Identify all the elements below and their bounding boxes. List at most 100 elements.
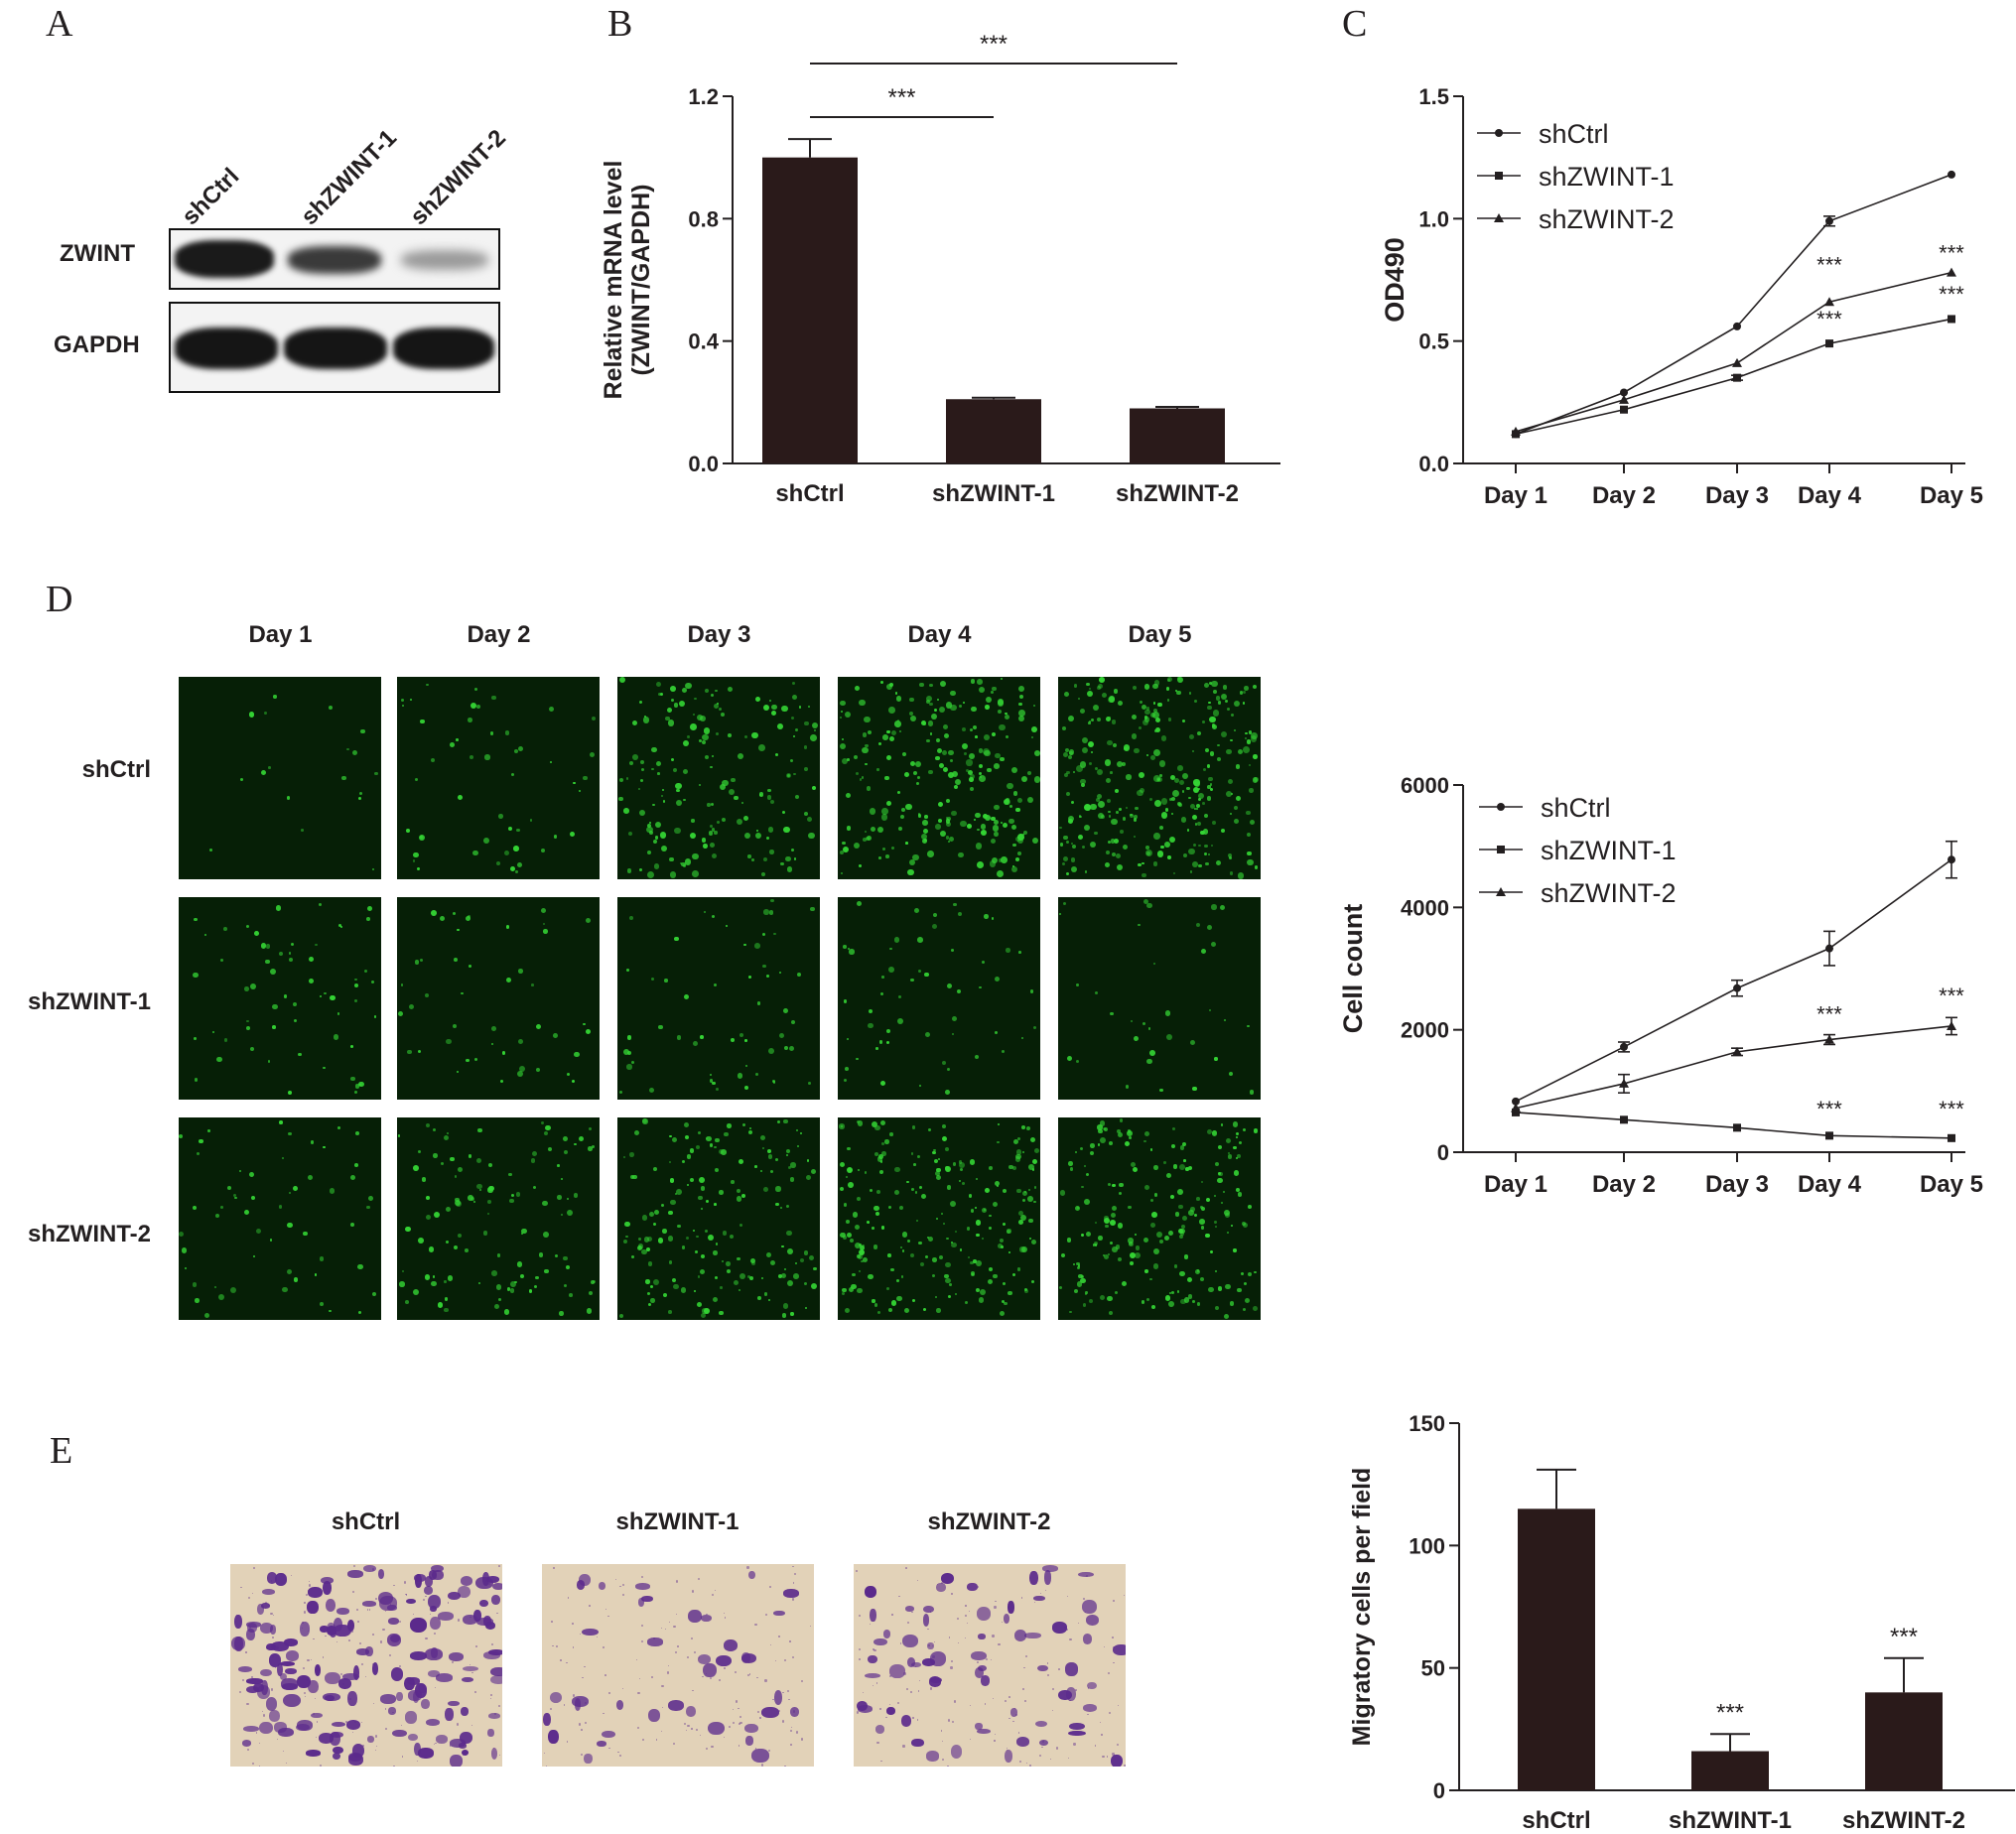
fluorescent-cell — [1202, 720, 1206, 723]
fluorescent-cell — [843, 998, 848, 1003]
fluorescent-cell — [574, 1052, 580, 1058]
fluorescent-cell — [557, 1164, 560, 1167]
fluorescent-cell — [671, 1137, 677, 1143]
fluorescent-cell — [875, 1047, 878, 1050]
fluorescent-cell — [566, 1210, 573, 1216]
fluorescent-cell — [1033, 1186, 1036, 1189]
fluorescent-cell — [505, 925, 510, 929]
fluorescent-cell — [696, 1235, 699, 1239]
fluorescent-cell — [840, 700, 846, 707]
membrane-pore — [660, 1730, 662, 1733]
fluorescent-cell — [1204, 844, 1208, 849]
fluorescent-cell — [992, 825, 1000, 832]
y-axis-label: OD490 — [1380, 237, 1410, 323]
fluorescent-cell — [660, 845, 668, 852]
fluorescent-cell — [839, 1186, 845, 1191]
protein-label-gapdh: GAPDH — [54, 331, 140, 358]
x-tick-label: shZWINT-2 — [1116, 480, 1239, 507]
fluorescent-cell — [456, 1200, 463, 1207]
membrane-pore — [433, 1743, 435, 1745]
fluorescent-cell — [365, 1205, 370, 1210]
fluorescent-cell — [737, 1256, 740, 1261]
fluorescent-cell — [269, 1239, 273, 1242]
fluorescent-cell — [1033, 1147, 1040, 1154]
membrane-pore — [1052, 1687, 1055, 1690]
migrated-cell — [1065, 1687, 1077, 1702]
fluorescent-cell — [1034, 749, 1040, 757]
membrane-pore — [246, 1702, 249, 1706]
fluorescent-cell — [692, 852, 699, 860]
fluorescent-cell — [293, 1001, 298, 1006]
fluorescent-cell — [1104, 759, 1112, 767]
migrated-cell — [307, 1600, 319, 1614]
fluorescent-cell — [477, 1127, 482, 1133]
fluorescent-cell — [1188, 1165, 1193, 1170]
fluorescent-cell — [650, 1298, 655, 1303]
fluorescent-cell — [811, 1282, 817, 1289]
migrated-cell — [1112, 1644, 1126, 1656]
membrane-pore — [880, 1760, 882, 1762]
migrated-cell — [483, 1615, 491, 1627]
membrane-pore — [619, 1585, 621, 1588]
data-point-circle — [1620, 388, 1628, 397]
fluorescent-cell — [845, 1067, 850, 1071]
fluorescent-cell — [769, 799, 774, 804]
fluorescent-cell — [478, 1188, 482, 1192]
fluorescent-cell — [541, 907, 547, 913]
fluorescent-cell — [1220, 730, 1228, 738]
fluorescent-cell — [982, 961, 986, 965]
data-point-triangle — [1732, 357, 1742, 367]
migrated-cell — [462, 1677, 473, 1683]
fluorescent-cell — [685, 1236, 689, 1240]
fluorescent-cell — [775, 1186, 781, 1192]
fluorescent-cell — [354, 979, 357, 982]
membrane-pore — [621, 1687, 623, 1690]
fluorescent-cell — [1197, 787, 1201, 791]
fluorescent-cell — [1149, 1278, 1152, 1281]
fluorescent-cell — [1153, 799, 1161, 807]
fluorescent-cell — [1058, 1285, 1062, 1290]
fluorescent-cell — [762, 704, 770, 711]
fluorescent-cell — [676, 1188, 683, 1195]
fluorescent-cell — [910, 1252, 915, 1258]
y-tick-label: 0.4 — [688, 329, 719, 354]
fluorescent-cell — [1064, 772, 1069, 777]
fluorescent-cell — [1029, 1136, 1036, 1143]
fluorescent-cell — [1142, 1021, 1145, 1025]
fluorescent-cell — [1108, 1310, 1113, 1315]
fluorescent-cell — [453, 1023, 458, 1028]
fluorescent-cell — [1176, 677, 1183, 684]
fluorescent-cell — [412, 859, 416, 862]
fluorescent-cell — [1200, 1226, 1205, 1230]
fluorescent-cell — [1098, 683, 1104, 690]
fluorescent-cell — [286, 795, 291, 800]
significance-label: *** — [980, 31, 1008, 58]
membrane-pore — [858, 1647, 862, 1651]
fluorescent-cell — [1126, 806, 1129, 809]
fluorescent-cell — [905, 803, 912, 811]
fluorescent-cell — [714, 1146, 717, 1149]
fluorescent-cell — [623, 1049, 630, 1056]
fluorescent-cell — [888, 707, 895, 714]
fluorescent-cell — [786, 1148, 791, 1154]
fluorescent-cell — [194, 917, 198, 922]
fluorescent-cell — [1139, 788, 1145, 794]
significance-label: *** — [1816, 253, 1842, 278]
fluorescent-cell — [1065, 840, 1069, 844]
fluorescent-cell — [1059, 912, 1062, 916]
fluorescent-cell — [588, 1146, 593, 1151]
migrated-cell — [1065, 1662, 1078, 1676]
membrane-pore — [1112, 1637, 1114, 1639]
fluorescent-cell — [935, 755, 940, 761]
fluorescent-cell — [664, 979, 668, 982]
fluorescent-cell — [653, 1279, 659, 1285]
membrane-pore — [582, 1676, 584, 1679]
fluorescent-cell — [749, 1258, 755, 1264]
membrane-pore — [621, 1594, 624, 1597]
membrane-pore — [314, 1698, 316, 1700]
fluorescent-cell — [310, 1140, 315, 1144]
fluorescent-cell — [1117, 1223, 1123, 1229]
fluorescent-cell — [1106, 778, 1112, 784]
fluorescent-cell — [669, 856, 674, 862]
image-column-label: shCtrl — [331, 1508, 401, 1535]
